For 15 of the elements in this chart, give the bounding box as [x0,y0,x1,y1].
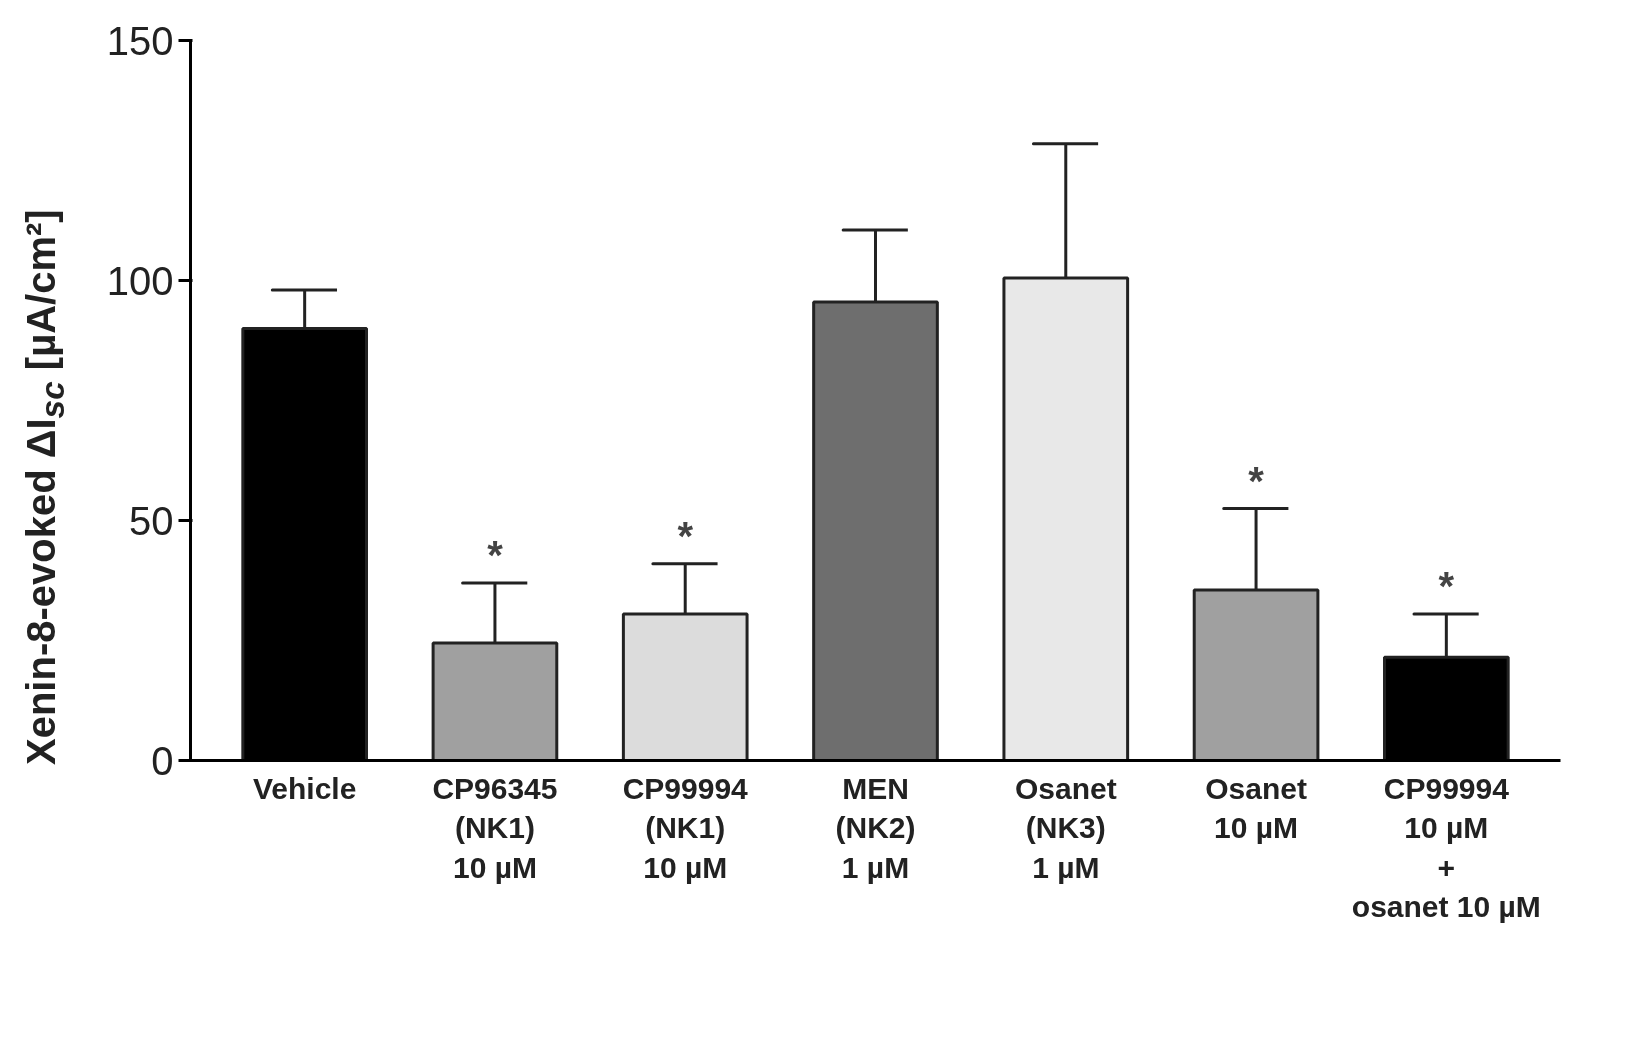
y-tick-label: 50 [129,498,174,543]
x-tick-label: CP99994 10 µM + osanet 10 µM [1351,771,1541,924]
x-tick-label: MEN (NK2) 1 µM [835,771,916,884]
x-tick-label: Vehicle [252,771,357,805]
y-tick-label: 100 [106,258,174,303]
annotation: * [677,513,694,558]
x-tick-label: Osanet (NK3) 1 µM [1014,771,1117,884]
annotation: * [1248,458,1265,503]
x-tick-label: CP99994 (NK1) 10 µM [622,771,749,884]
y-tick-label: 0 [151,738,174,783]
y-tick-label: 150 [106,18,174,63]
annotation: * [487,532,504,577]
annotation: * [1438,564,1455,609]
x-tick-label: CP96345 (NK1) 10 µM [432,771,558,884]
x-tick-label: Osanet 10 µM [1205,771,1307,845]
